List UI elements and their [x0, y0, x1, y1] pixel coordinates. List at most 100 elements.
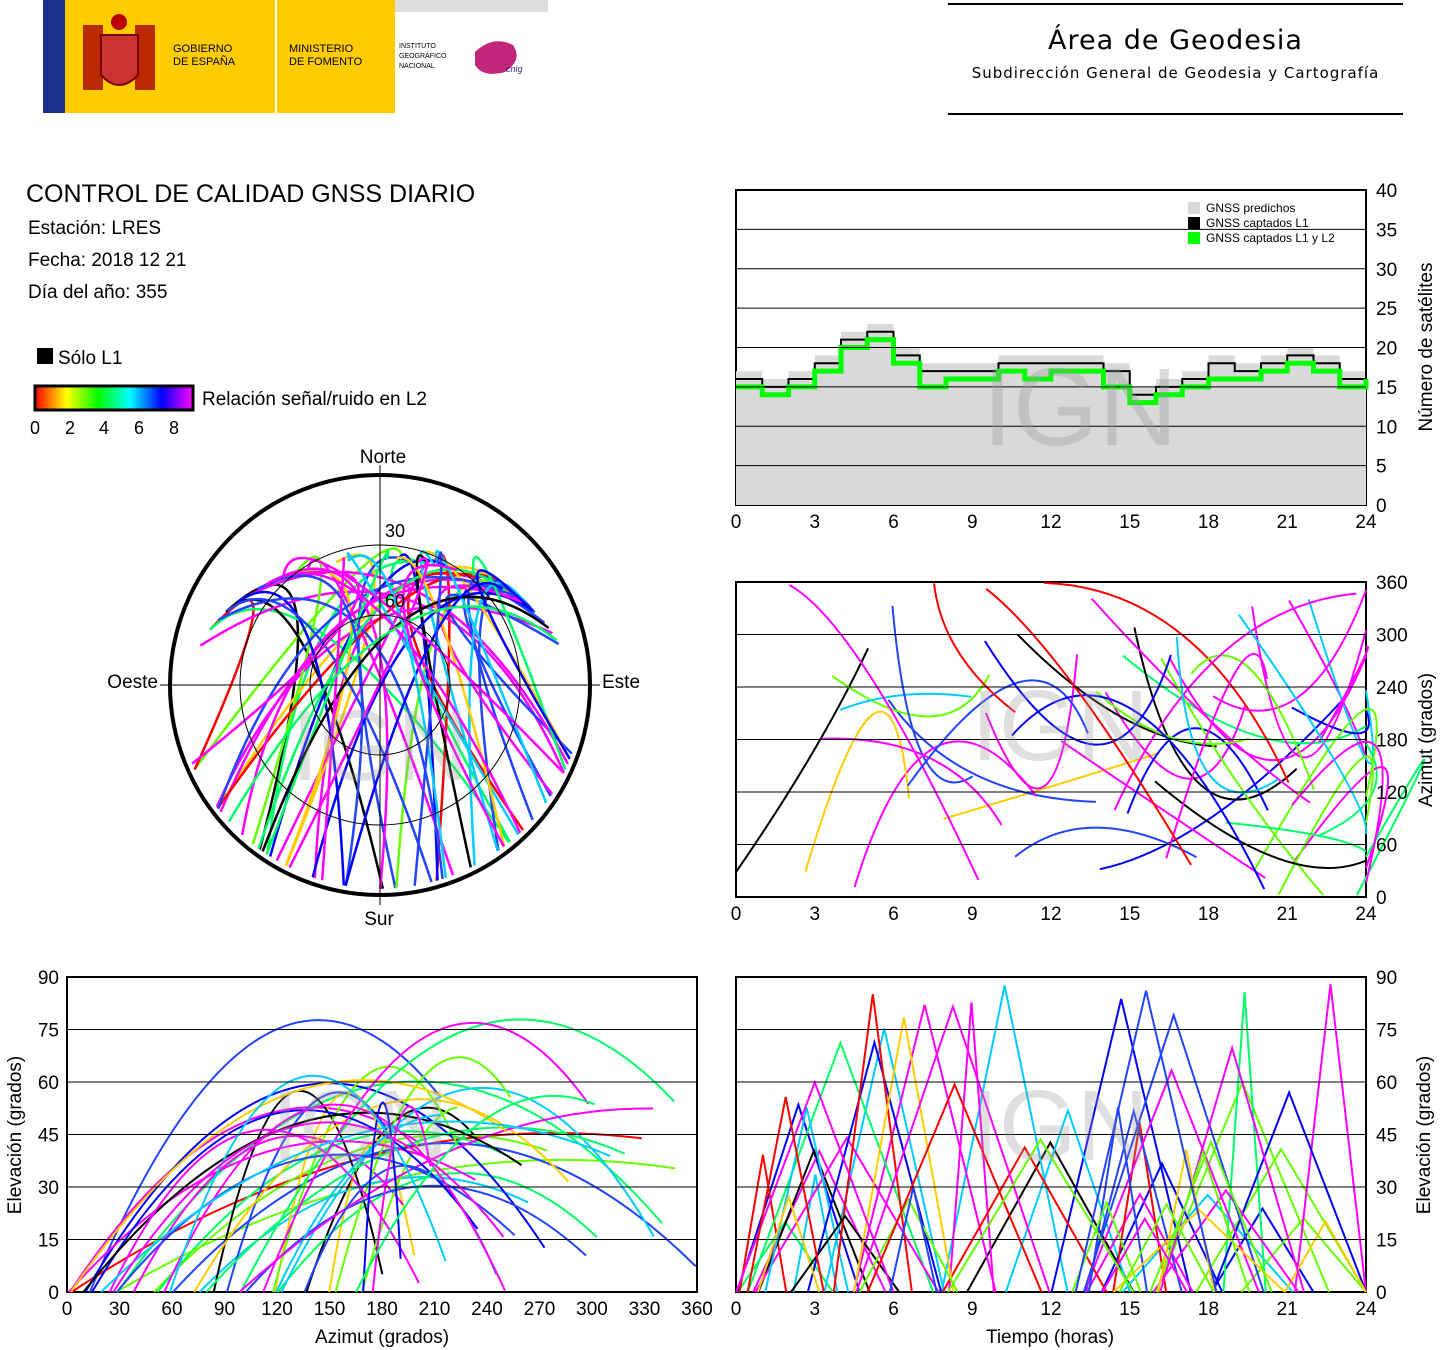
y-tick-label: 0: [1376, 496, 1387, 517]
azimuth-track: [1011, 694, 1266, 890]
y-axis-label: Elevación (grados): [1414, 1056, 1435, 1214]
elevation-track: [832, 994, 913, 1293]
eu-flag-stripe: [43, 0, 65, 113]
azimuth-track: [1318, 645, 1370, 743]
date-label: Fecha: 2018 12 21: [28, 250, 187, 271]
gobierno-line2: DE ESPAÑA: [173, 55, 236, 68]
tick-labels: 0 15 30 45 60 75 90 0 3 6 9 12 15 18 21 24: [731, 968, 1397, 1320]
azimuth-time-chart: IGN 0 60 120 180 240 300 360 0 3 6 9 12 15 18 21 24 Azi…: [731, 573, 1437, 925]
x-tick-label: 18: [1198, 904, 1219, 925]
azimuth-track: [1044, 581, 1290, 784]
y-tick-label: 35: [1376, 220, 1397, 241]
elevation-track: [132, 1135, 404, 1293]
sky-track: [282, 556, 565, 774]
sky-track: [320, 557, 346, 881]
sky-track: [199, 590, 565, 774]
elevation-track: [262, 1021, 590, 1293]
ign-watermark: IGN: [271, 1070, 449, 1182]
sky-track: [413, 551, 443, 886]
azimuth-track: [891, 605, 974, 784]
snr-tick: 0: [30, 418, 40, 438]
x-tick-label: 24: [1355, 1299, 1377, 1320]
x-tick-label: 21: [1277, 1299, 1298, 1320]
elevation-track: [169, 1075, 447, 1293]
azimuth-track: [788, 584, 980, 881]
x-tick-label: 270: [524, 1299, 556, 1320]
legend-swatch-predicted: [1188, 202, 1200, 214]
ministerio-line2: DE FOMENTO: [289, 56, 363, 68]
elevation-track: [305, 1106, 480, 1293]
track-layer: [735, 984, 1367, 1293]
y-tick-label: 180: [1376, 731, 1408, 752]
y-tick-label: 15: [1376, 1231, 1397, 1252]
elevation-track: [82, 1111, 523, 1293]
azimuth-track: [1099, 698, 1345, 871]
elevation-track: [1071, 1199, 1142, 1293]
government-logos: GOBIERNO DE ESPAÑA MINISTERIO DE FOMENTO…: [43, 0, 548, 113]
elevation-track: [108, 1128, 420, 1293]
track-layer: [68, 1018, 697, 1293]
x-tick-label: 15: [1119, 512, 1140, 533]
sky-track: [191, 570, 360, 765]
y-axis-label: Azimut (grados): [1416, 673, 1437, 807]
sky-track: [468, 581, 529, 866]
sky-track: [265, 550, 390, 855]
ministerio-panel: [277, 0, 395, 113]
elevation-track: [940, 985, 1069, 1293]
horizon-ring: [168, 473, 592, 897]
snr-tick: 6: [134, 418, 144, 438]
x-tick-label: 330: [629, 1299, 661, 1320]
elevation-track: [239, 1018, 675, 1293]
gridlines: [736, 228, 1366, 467]
x-tick-label: 0: [731, 1299, 742, 1320]
y-axis-label: Elevación (grados): [5, 1056, 26, 1214]
x-tick-label: 24: [1355, 904, 1377, 925]
x-tick-label: 9: [967, 904, 978, 925]
elevation-track: [1155, 1149, 1251, 1293]
snr-legend: Sólo L1 Relación señal/ruido en L2 0 2 4…: [30, 348, 427, 438]
ring-30: [239, 544, 521, 826]
polar-grid: [160, 465, 600, 905]
elevation-track: [277, 1171, 598, 1293]
y-tick-label: 15: [1376, 378, 1397, 399]
x-axis-label: Tiempo (horas): [986, 1327, 1114, 1348]
x-tick-label: 18: [1198, 1299, 1219, 1320]
azimuth-track: [1160, 658, 1325, 896]
azimuth-track: [943, 752, 1160, 820]
x-tick-label: 120: [261, 1299, 293, 1320]
azimuth-track: [1113, 592, 1357, 811]
azimuth-track: [831, 674, 991, 718]
gridlines: [736, 1029, 1366, 1240]
elevation-track: [855, 1003, 1051, 1293]
legend-label-l1: GNSS captados L1: [1206, 216, 1309, 230]
elevation-track: [1086, 1192, 1194, 1293]
sky-track: [261, 595, 550, 852]
elevation-track: [941, 1145, 1108, 1293]
elevation-track: [1293, 984, 1367, 1293]
y-tick-label: 40: [1376, 181, 1397, 202]
sky-track: [226, 598, 433, 883]
azimuth-track: [1291, 706, 1370, 735]
satellite-count-chart: IGN 0 5 10 15 20 25 30 35 40 0 3 6 9 12 15 18 21 24 GNSS …: [731, 181, 1437, 533]
azimuth-track: [1168, 655, 1367, 762]
azimuth-track: [1277, 755, 1374, 896]
legend-label-l1l2: GNSS captados L1 y L2: [1206, 231, 1335, 245]
elevation-track: [1084, 1107, 1183, 1293]
x-tick-label: 300: [576, 1299, 608, 1320]
snr-colorbar: [33, 384, 195, 412]
elevation-track: [948, 1002, 995, 1293]
x-tick-label: 0: [62, 1299, 73, 1320]
x-tick-label: 210: [419, 1299, 451, 1320]
series-line-l1l2: [736, 337, 1369, 406]
elevation-track: [361, 1106, 458, 1293]
elevation-track: [852, 1004, 997, 1293]
x-tick-label: 0: [731, 904, 742, 925]
y-tick-label: 0: [1376, 888, 1387, 909]
direction-north: Norte: [360, 447, 406, 468]
x-tick-label: 30: [109, 1299, 130, 1320]
sky-track: [395, 556, 506, 847]
azimuth-track: [839, 692, 972, 711]
tick-labels: 0 15 30 45 60 75 90 0 30 60 90 120 150 180 210 240 270 30…: [38, 968, 713, 1320]
elevation-track: [858, 1197, 959, 1293]
y-tick-label: 60: [1376, 836, 1397, 857]
